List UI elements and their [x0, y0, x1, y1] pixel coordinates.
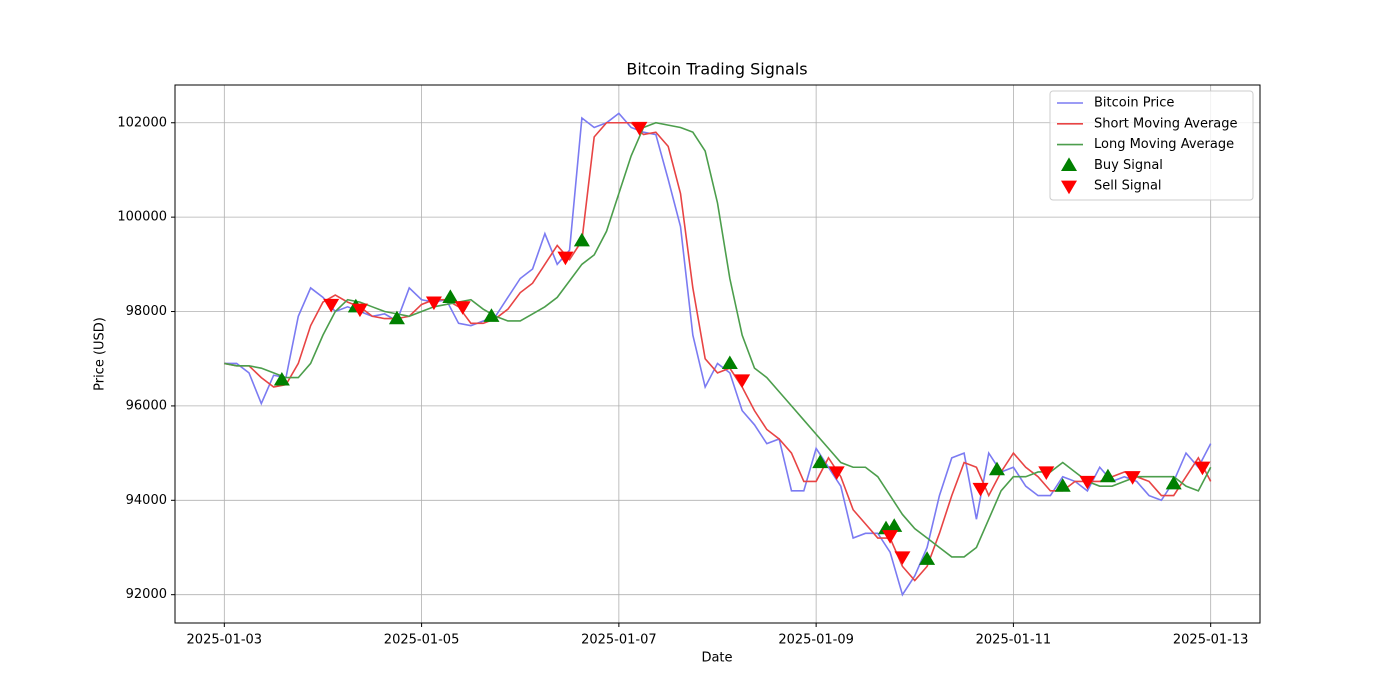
- x-tick-label: 2025-01-03: [187, 633, 263, 648]
- series-line: [224, 112, 1212, 597]
- plot-frame: [174, 84, 1261, 624]
- buy-marker: [988, 461, 1005, 476]
- sell-marker: [351, 303, 368, 318]
- buy-marker: [273, 371, 290, 386]
- x-tick-label: 2025-01-07: [581, 633, 657, 648]
- y-tick-label: 102000: [117, 115, 167, 130]
- sell-marker: [1194, 461, 1211, 476]
- buy-marker: [573, 232, 590, 247]
- sell-marker: [454, 301, 471, 315]
- sell-marker: [1038, 466, 1055, 480]
- buy-marker: [886, 518, 903, 532]
- buy-marker: [388, 310, 405, 325]
- x-tick-label: 2025-01-11: [976, 633, 1052, 648]
- x-axis-label: Date: [701, 651, 732, 666]
- chart-title: Bitcoin Trading Signals: [626, 60, 807, 79]
- legend-label: Long Moving Average: [1094, 137, 1234, 152]
- sell-marker: [882, 530, 899, 544]
- sell-marker: [425, 296, 442, 311]
- buy-marker: [1099, 468, 1116, 483]
- buy-marker: [1061, 157, 1077, 171]
- buy-marker: [1054, 478, 1071, 492]
- sell-marker: [972, 482, 989, 497]
- legend-label: Short Moving Average: [1094, 116, 1238, 131]
- series-line: [224, 121, 1212, 582]
- y-tick-label: 94000: [126, 493, 167, 508]
- buy-marker: [1165, 475, 1182, 490]
- legend-label: Buy Signal: [1094, 158, 1163, 173]
- legend-label: Sell Signal: [1094, 179, 1162, 194]
- sell-marker: [894, 551, 911, 565]
- sell-marker: [734, 374, 751, 388]
- legend-box: [1049, 90, 1254, 201]
- x-tick-label: 2025-01-09: [778, 633, 854, 648]
- y-tick-label: 92000: [126, 587, 167, 602]
- sell-marker: [631, 121, 648, 136]
- sell-marker: [323, 298, 340, 313]
- x-tick-label: 2025-01-13: [1173, 633, 1249, 648]
- y-tick-label: 100000: [117, 210, 167, 225]
- sell-marker: [1079, 475, 1096, 490]
- y-tick-label: 98000: [126, 304, 167, 319]
- buy-marker: [919, 551, 936, 565]
- buy-marker: [442, 289, 459, 303]
- sell-marker: [1124, 471, 1141, 485]
- x-tick-label: 2025-01-05: [384, 633, 460, 648]
- buy-marker: [483, 308, 500, 322]
- buy-marker: [721, 355, 738, 370]
- y-tick-label: 96000: [126, 398, 167, 413]
- y-axis-label: Price (USD): [93, 317, 108, 391]
- sell-marker: [828, 466, 845, 480]
- legend: Bitcoin Price Short Moving Average Long Mo…: [1049, 90, 1254, 201]
- sell-marker: [1061, 180, 1077, 195]
- buy-marker: [812, 454, 829, 469]
- legend-label: Bitcoin Price: [1094, 96, 1174, 111]
- sell-marker: [557, 251, 574, 266]
